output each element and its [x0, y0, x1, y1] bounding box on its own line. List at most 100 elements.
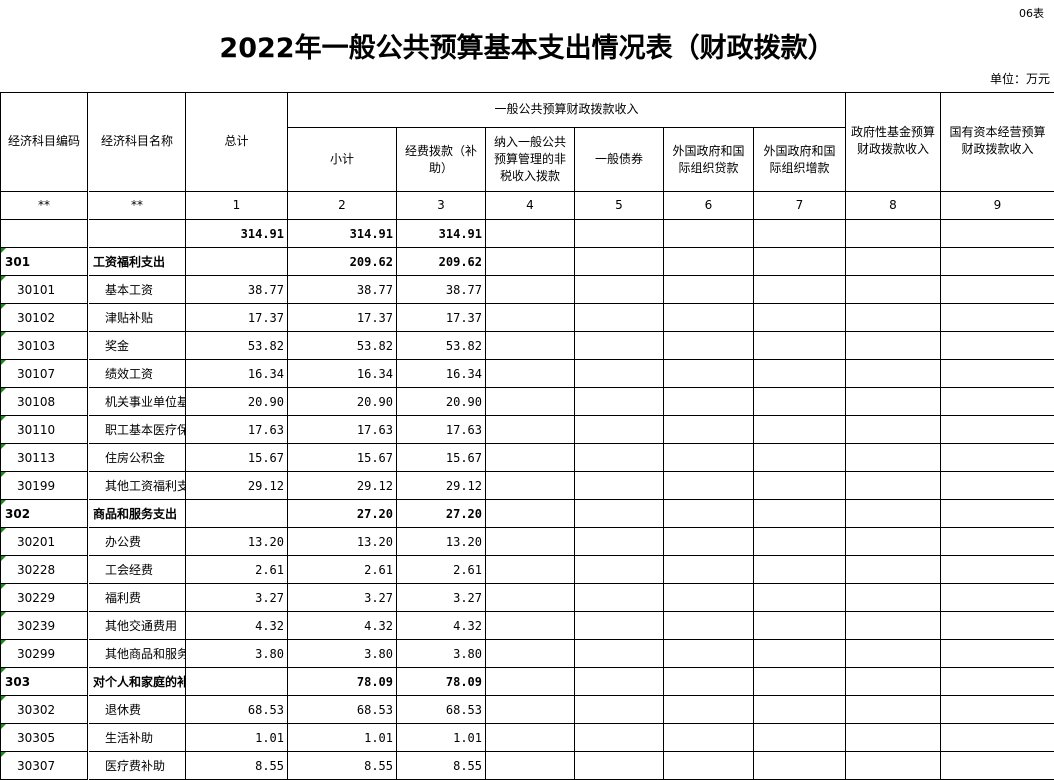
empty-cell	[575, 220, 664, 248]
account-name: 绩效工资	[89, 360, 186, 388]
empty-cell	[575, 556, 664, 584]
empty-cell	[846, 640, 941, 668]
empty-cell	[846, 752, 941, 780]
empty-cell	[754, 388, 846, 416]
column-header: 国有资本经营预算财政拨款收入	[941, 92, 1054, 192]
amount: 27.20	[397, 500, 486, 528]
amount: 2.61	[397, 556, 486, 584]
empty-cell	[186, 248, 288, 276]
empty-cell	[846, 696, 941, 724]
amount: 68.53	[186, 696, 288, 724]
empty-cell	[941, 472, 1054, 500]
empty-cell	[941, 528, 1054, 556]
account-code: 30307	[1, 752, 88, 780]
empty-cell	[575, 304, 664, 332]
empty-cell	[941, 304, 1054, 332]
empty-cell	[754, 640, 846, 668]
amount: 78.09	[397, 668, 486, 696]
empty-cell	[754, 724, 846, 752]
column-index: 4	[486, 192, 575, 220]
empty-cell	[846, 304, 941, 332]
account-name: 住房公积金	[89, 444, 186, 472]
empty-cell	[664, 752, 754, 780]
column-index: 6	[664, 192, 754, 220]
empty-cell	[941, 248, 1054, 276]
empty-cell	[575, 276, 664, 304]
empty-cell	[846, 388, 941, 416]
empty-cell	[754, 472, 846, 500]
empty-cell	[846, 444, 941, 472]
amount: 314.91	[397, 220, 486, 248]
form-number: 06表	[1019, 7, 1044, 20]
column-header: 总计	[186, 92, 288, 192]
amount: 16.34	[397, 360, 486, 388]
empty-cell	[754, 360, 846, 388]
amount: 38.77	[186, 276, 288, 304]
empty-cell	[486, 668, 575, 696]
column-header: 外国政府和国际组织增款	[754, 128, 846, 192]
amount: 29.12	[186, 472, 288, 500]
empty-cell	[664, 584, 754, 612]
amount: 4.32	[288, 612, 397, 640]
column-index: 8	[846, 192, 941, 220]
empty-cell	[575, 444, 664, 472]
account-code: 30107	[1, 360, 88, 388]
amount: 68.53	[288, 696, 397, 724]
account-code: 30201	[1, 528, 88, 556]
empty-cell	[664, 612, 754, 640]
empty-cell	[486, 444, 575, 472]
empty-cell	[846, 584, 941, 612]
account-code: 30305	[1, 724, 88, 752]
empty-cell	[486, 724, 575, 752]
empty-cell	[664, 248, 754, 276]
empty-cell	[754, 332, 846, 360]
amount: 68.53	[397, 696, 486, 724]
empty-cell	[486, 612, 575, 640]
empty-cell	[754, 444, 846, 472]
account-code: 30108	[1, 388, 88, 416]
account-name: 福利费	[89, 584, 186, 612]
cell-marker	[1, 500, 6, 505]
empty-cell	[941, 332, 1054, 360]
empty-cell	[664, 360, 754, 388]
empty-cell	[486, 304, 575, 332]
amount: 314.91	[288, 220, 397, 248]
column-index: 1	[186, 192, 288, 220]
empty-cell	[186, 500, 288, 528]
amount: 29.12	[397, 472, 486, 500]
amount: 20.90	[397, 388, 486, 416]
empty-cell	[846, 276, 941, 304]
empty-cell	[664, 276, 754, 304]
amount: 38.77	[397, 276, 486, 304]
empty-cell	[486, 360, 575, 388]
account-code: 30228	[1, 556, 88, 584]
empty-cell	[846, 416, 941, 444]
empty-cell	[486, 248, 575, 276]
account-code: 303	[1, 668, 88, 696]
amount: 13.20	[288, 528, 397, 556]
empty-cell	[754, 584, 846, 612]
empty-cell	[941, 640, 1054, 668]
account-name: 机关事业单位基	[89, 388, 186, 416]
empty-cell	[846, 472, 941, 500]
account-name: 其他交通费用	[89, 612, 186, 640]
cell-marker	[1, 248, 6, 253]
empty-cell	[754, 528, 846, 556]
account-name: 对个人和家庭的补助	[89, 668, 186, 696]
empty-cell	[664, 388, 754, 416]
amount: 3.80	[186, 640, 288, 668]
empty-cell	[486, 220, 575, 248]
empty-cell	[486, 276, 575, 304]
empty-cell	[575, 528, 664, 556]
empty-cell	[486, 696, 575, 724]
account-name: 其他工资福利支	[89, 472, 186, 500]
amount: 17.63	[397, 416, 486, 444]
column-header: 小计	[288, 128, 397, 192]
empty-cell	[754, 752, 846, 780]
account-code	[1, 220, 88, 248]
budget-table: 经济科目编码 经济科目名称 总计 一般公共预算财政拨款收入 小计 经费拨款（补助） 纳入一般…	[0, 92, 1054, 780]
account-code: 30113	[1, 444, 88, 472]
empty-cell	[664, 724, 754, 752]
empty-cell	[754, 416, 846, 444]
empty-cell	[846, 220, 941, 248]
